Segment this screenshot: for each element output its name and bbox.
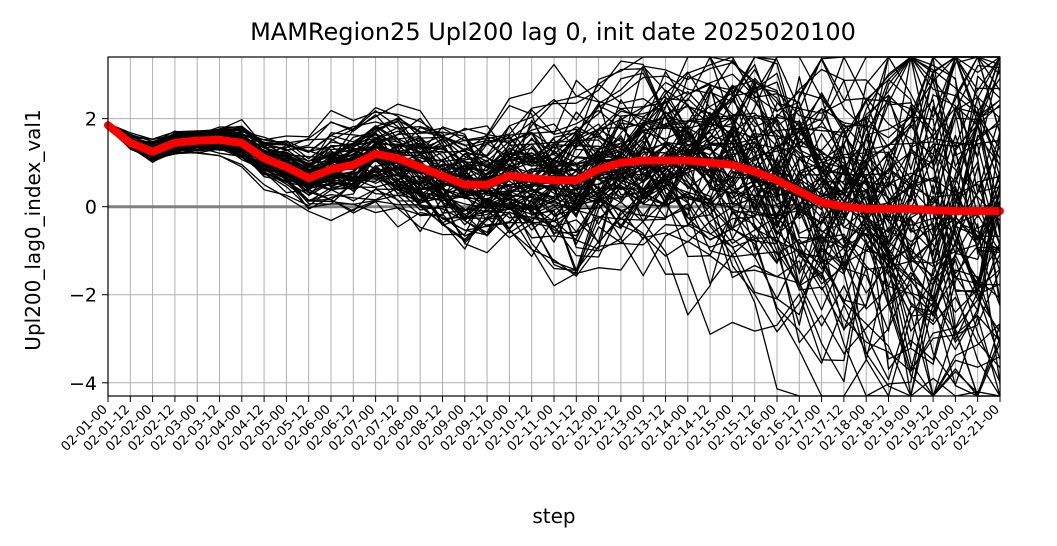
ensemble-member-line [107,109,1001,308]
y-tick-label: 0 [85,197,97,219]
ensemble-member-line [107,79,1001,264]
ensemble-member-line [107,124,1001,397]
ensemble-member-line [107,127,1001,397]
y-axis: −4 −2 0 2 [69,109,108,395]
ensemble-member-line [107,56,1001,278]
y-tick-label: −2 [69,285,97,307]
y-tick-label: −4 [69,373,97,395]
y-axis-label: Upl200_lag0_index_val1 [21,109,45,350]
ensemble-member-line [107,123,1001,370]
ensemble-member-line [107,94,1001,302]
ensemble-member-line [107,121,1001,373]
ensemble-member-line [107,118,1001,307]
ensemble-mean-line [104,121,1004,216]
ensemble-mean-polyline [104,121,1004,216]
x-axis: 02-01-0002-01-1202-02-0002-02-1202-03-00… [58,396,1003,455]
ensemble-member-line [107,108,1001,383]
x-axis-label: step [532,504,575,528]
chart-title: MAMRegion25 Upl200 lag 0, init date 2025… [250,18,856,46]
y-tick-label: 2 [85,109,97,131]
ensemble-member-line [107,56,1000,187]
ensemble-member-line [107,123,1001,381]
